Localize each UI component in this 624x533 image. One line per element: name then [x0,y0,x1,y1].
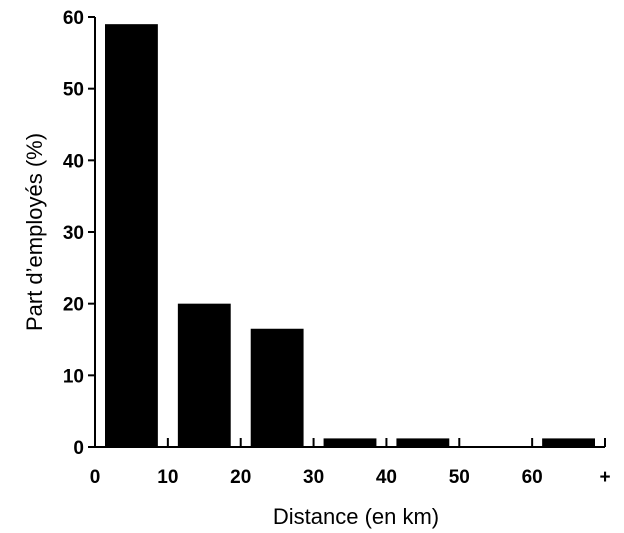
x-tick-label: + [599,467,610,488]
bar-10-20 [177,303,231,447]
y-tick-label: 40 [63,151,84,172]
y-tick-label: 30 [63,223,84,244]
y-tick-label: 50 [63,80,84,101]
y-tick-label: 0 [73,438,84,459]
x-tick-label: 60 [522,467,543,488]
bar-40-50 [396,438,450,447]
bars [105,24,595,448]
x-axis-title: Distance (en km) [273,504,439,529]
y-tick-label: 60 [63,8,84,29]
bar-0-10 [105,24,158,448]
y-axis-ticks: 0 10 20 30 40 50 60 [63,8,95,459]
x-tick-label: 30 [303,467,324,488]
x-axis-ticks: 0 10 20 30 40 50 60 + [90,438,611,488]
x-tick-label: 0 [90,467,101,488]
y-tick-label: 10 [63,366,84,387]
bar-60+ [542,438,595,447]
x-tick-label: 50 [449,467,470,488]
x-tick-label: 40 [376,467,397,488]
y-axis-title: Part d’employés (%) [22,133,47,331]
x-tick-label: 20 [230,467,251,488]
x-tick-label: 10 [157,467,178,488]
y-tick-label: 20 [63,295,84,316]
bar-20-30 [250,328,304,447]
bar-30-40 [323,438,377,447]
